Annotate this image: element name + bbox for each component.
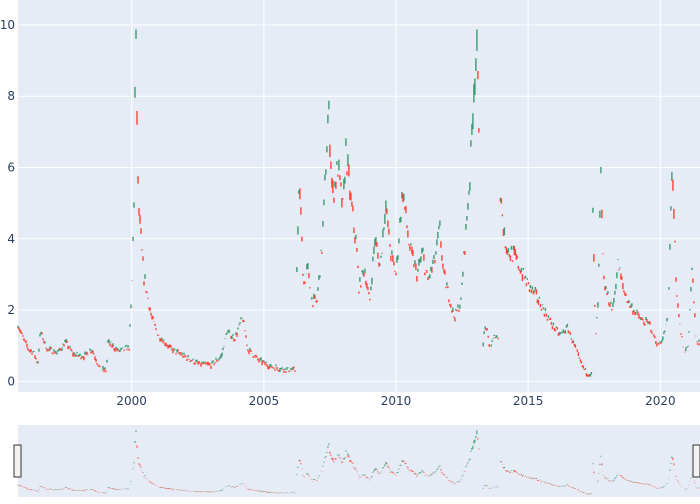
y-tick-label-1: 2	[7, 303, 15, 317]
slider-candles-decreasing-0	[18, 445, 296, 494]
slider-candles-increasing-0	[17, 430, 294, 494]
x-tick-label-0: 2000	[116, 394, 147, 408]
slider-candles-increasing-4	[592, 455, 700, 490]
range-slider-series	[17, 430, 700, 495]
x-tick-label-2: 2010	[381, 394, 412, 408]
y-axis-tick-labels: 0 2 4 6 8 10	[0, 18, 15, 388]
y-tick-label-2: 4	[7, 232, 15, 246]
y-tick-label-4: 8	[7, 89, 15, 103]
main-series	[17, 29, 700, 377]
main-candles-decreasing-0	[18, 111, 296, 373]
slider-candles-increasing-2	[482, 484, 498, 489]
x-tick-label-4: 2020	[645, 394, 676, 408]
y-tick-label-3: 6	[7, 160, 15, 174]
main-candles-increasing-3	[499, 197, 593, 377]
slider-candles-increasing-1	[296, 430, 478, 483]
main-candles-increasing-2	[482, 326, 498, 347]
main-candles-increasing-1	[296, 29, 478, 312]
main-candles-decreasing-2	[485, 328, 499, 350]
main-plot-background[interactable]	[18, 0, 700, 392]
x-tick-label-1: 2005	[249, 394, 280, 408]
main-candles-decreasing-1	[299, 71, 480, 322]
slider-candles-decreasing-1	[299, 438, 480, 484]
main-candles-increasing-4	[592, 167, 700, 352]
slider-candles-increasing-3	[499, 461, 592, 495]
slider-candles-decreasing-3	[500, 461, 589, 495]
range-slider-right-handle[interactable]	[692, 444, 700, 478]
slider-candles-decreasing-2	[485, 485, 499, 489]
main-candles-decreasing-3	[500, 198, 590, 377]
x-tick-label-3: 2015	[513, 394, 544, 408]
y-tick-label-0: 0	[7, 374, 15, 388]
grid-lines	[18, 0, 700, 392]
range-slider-background[interactable]	[18, 425, 700, 497]
range-slider-left-handle[interactable]	[13, 444, 22, 478]
y-tick-label-5: 10	[0, 18, 15, 32]
x-axis-tick-labels: 2000 2005 2010 2015 2020	[116, 394, 675, 408]
main-candles-increasing-0	[17, 29, 294, 372]
main-candles-decreasing-4	[593, 179, 700, 353]
